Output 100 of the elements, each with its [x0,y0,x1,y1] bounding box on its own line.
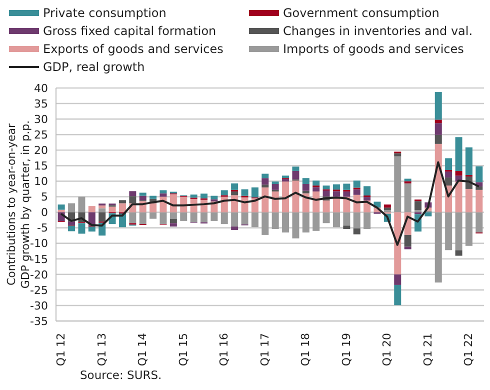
x-tick-label: Q1 16 [218,333,231,366]
x-tick-label: Q1 20 [380,333,394,366]
bar [170,218,177,224]
bar [455,170,462,176]
bar [262,212,269,235]
legend-label: GDP, real growth [43,60,145,74]
bar [312,191,320,212]
bar [384,204,391,208]
bar [404,234,412,247]
bar [332,191,340,197]
bar [98,208,106,212]
y-tick-label: 30 [34,112,48,126]
y-tick-label: -10 [30,237,48,250]
bar [353,212,360,228]
bar [384,208,391,210]
bar [455,137,462,171]
bar [118,200,126,204]
x-tick-label: Q1 17 [258,333,272,366]
bar [302,212,310,232]
bar [465,212,472,246]
bar [251,212,258,228]
x-tick-label: Q1 21 [421,333,434,366]
bar [394,274,402,285]
line-series [60,161,480,246]
bar [210,212,218,221]
bar [292,212,300,238]
bar [312,212,320,231]
bar [476,186,483,190]
bar [414,201,422,210]
bar [343,226,350,230]
x-tick-label: Q1 19 [340,333,353,366]
bar [262,184,269,188]
bar [68,203,76,212]
bar [332,212,340,228]
y-tick-label: -30 [30,299,48,312]
legend-label: Gross fixed capital formation [43,24,216,38]
y-tick-label: -25 [30,284,48,297]
bar [282,212,290,232]
bar [241,189,248,196]
y-tick-label: 0 [41,206,48,220]
bar [343,212,350,226]
legend-label: Exports of goods and services [43,42,224,56]
bar [292,166,300,171]
bar [322,200,330,212]
bar [404,183,412,212]
legend-label: Government consumption [283,6,440,20]
bar [455,182,462,212]
bar [465,147,472,175]
bar [160,212,167,224]
bar [190,212,198,222]
x-tick-label: Q1 12 [54,333,68,366]
bar [98,212,106,222]
bar [180,212,188,221]
bar [88,226,96,232]
bar [200,194,208,198]
legend-label: Private consumption [43,6,166,20]
bar [108,206,116,212]
bar [434,123,442,135]
y-axis-title: Contributions to year-on-year GDP growth by quarter, in p.p. [5,120,32,289]
bar [190,194,198,198]
y-tick-label: -15 [30,252,48,266]
bar [434,120,442,124]
bar [58,210,65,212]
bar [118,203,126,212]
bar [455,250,462,256]
bar [150,196,157,199]
x-tick-label: Q1 13 [95,333,108,366]
bar [200,212,208,222]
bar [68,226,76,232]
bar [262,178,269,185]
bar [364,212,371,230]
bar [332,184,340,190]
bar [394,212,402,274]
y-tick-label: -35 [30,314,48,328]
bar [343,191,350,197]
bar [272,212,279,230]
bar [465,188,472,212]
bar [364,186,371,196]
bar [312,180,320,186]
bar [129,212,136,224]
bar [272,184,279,190]
legend-label: Changes in inventories and val. [283,24,473,38]
x-tick-label: Q1 22 [462,333,476,366]
bar [353,189,360,195]
bar [98,205,106,208]
y-tick-label: 40 [34,82,48,95]
bar [78,223,86,234]
bar [322,212,330,224]
bar [262,187,269,212]
bar [282,182,290,212]
bar [292,170,300,180]
bar [58,204,65,210]
bar [455,212,462,250]
bar [394,284,402,306]
bar [282,176,290,178]
bar [394,156,402,212]
bar [353,180,360,188]
y-tick-label: 15 [34,160,48,173]
bar [322,186,330,190]
bar [251,187,258,198]
